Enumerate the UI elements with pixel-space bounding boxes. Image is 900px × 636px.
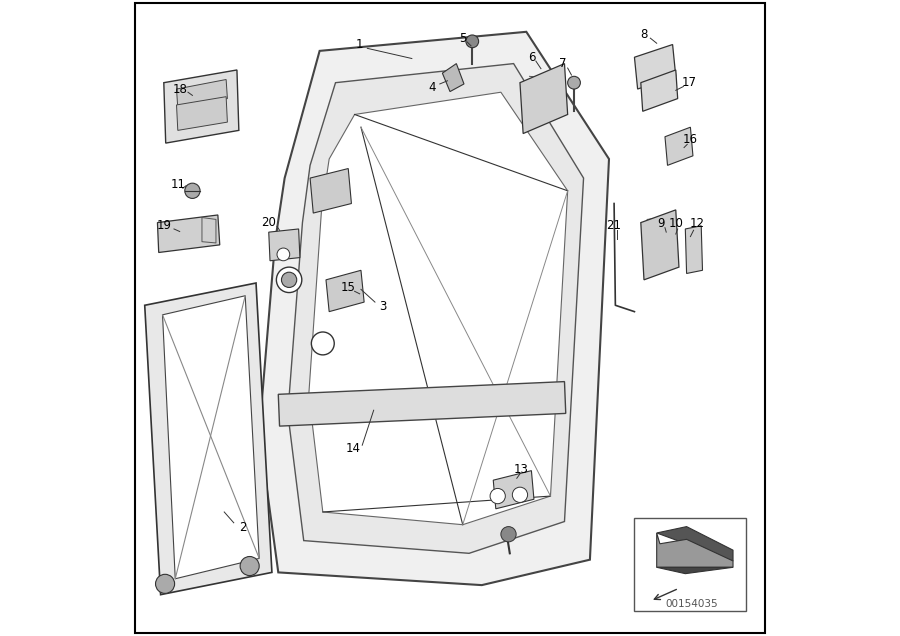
Text: 00154035: 00154035 [665,599,718,609]
Polygon shape [288,64,583,553]
Text: 5: 5 [459,32,466,45]
Polygon shape [665,127,693,165]
Polygon shape [269,229,300,261]
Text: 20: 20 [261,216,276,229]
Polygon shape [641,210,679,280]
Text: 2: 2 [239,522,247,534]
Text: 15: 15 [341,281,356,294]
Text: 8: 8 [640,29,648,41]
Circle shape [282,272,297,287]
Polygon shape [641,70,678,111]
Polygon shape [158,215,220,252]
Polygon shape [634,45,676,89]
Polygon shape [657,527,733,561]
Polygon shape [310,169,351,213]
Polygon shape [145,283,272,595]
Polygon shape [657,567,733,574]
Circle shape [568,76,580,89]
Polygon shape [278,382,566,426]
Circle shape [240,556,259,576]
Text: 21: 21 [606,219,621,232]
Polygon shape [163,296,259,579]
Polygon shape [176,97,228,130]
Polygon shape [176,80,228,108]
Circle shape [466,35,479,48]
Circle shape [501,527,516,542]
Text: 9: 9 [657,218,665,230]
Text: 3: 3 [380,300,387,313]
Polygon shape [259,32,609,585]
Text: 16: 16 [683,134,698,146]
Polygon shape [164,70,238,143]
Polygon shape [493,471,534,509]
Text: 4: 4 [428,81,436,94]
Text: 11: 11 [170,178,185,191]
Bar [634,518,746,611]
Text: 6: 6 [527,51,536,64]
Text: 13: 13 [514,463,528,476]
Text: 14: 14 [346,442,361,455]
Circle shape [277,248,290,261]
Text: 12: 12 [689,218,705,230]
Polygon shape [309,92,568,525]
Circle shape [311,332,334,355]
Text: 1: 1 [356,38,364,51]
Text: 7: 7 [560,57,567,70]
Circle shape [156,574,175,593]
Polygon shape [657,533,733,567]
Circle shape [491,488,505,504]
Circle shape [184,183,200,198]
Text: 17: 17 [681,76,697,89]
Text: 10: 10 [669,218,684,230]
Polygon shape [443,64,464,92]
Text: 19: 19 [157,219,171,232]
Polygon shape [520,64,568,134]
Circle shape [276,267,302,293]
Circle shape [512,487,527,502]
Polygon shape [685,226,703,273]
Text: 18: 18 [172,83,187,95]
Polygon shape [326,270,365,312]
